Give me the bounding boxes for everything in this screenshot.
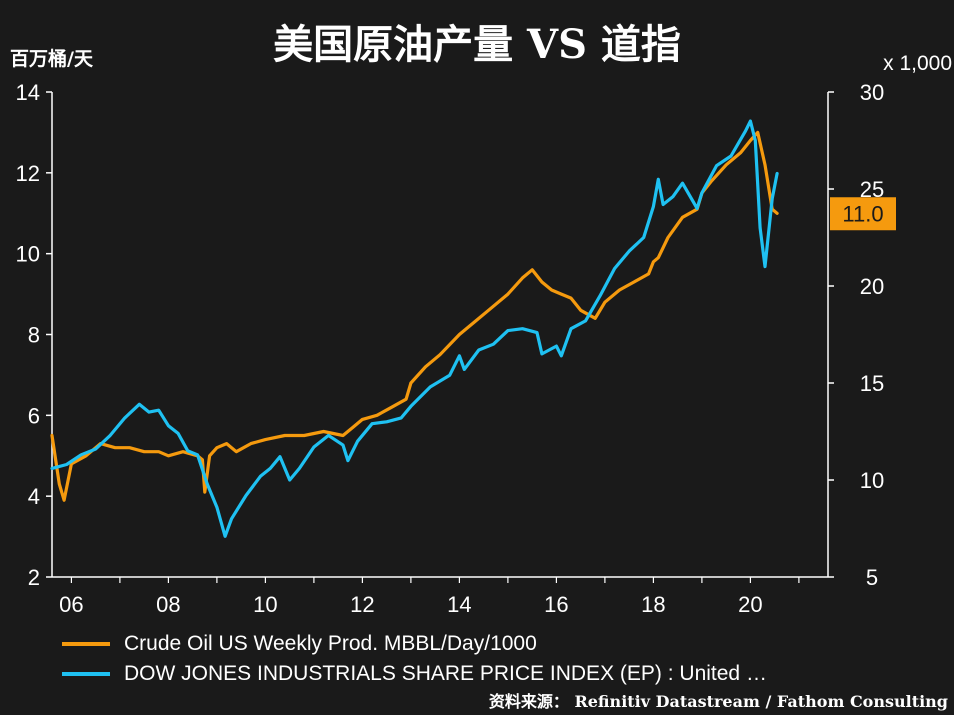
legend-swatch-dow [62,672,110,676]
series-line-oil [50,130,779,502]
chart-title: 美国原油产量 VS 道指 [273,21,681,68]
x-tick-label: 12 [350,592,374,617]
left-axis-unit: 百万桶/天 [10,48,93,70]
left-tick-label: 14 [16,80,40,105]
left-tick-label: 10 [16,242,40,267]
left-tick-label: 6 [28,403,40,428]
legend-label-dow: DOW JONES INDUSTRIALS SHARE PRICE INDEX … [124,662,767,685]
latest-value-label: 11.0 [842,201,883,226]
right-tick-label: 30 [860,80,884,105]
right-tick-label: 5 [866,565,878,590]
right-tick-label: 15 [860,371,884,396]
x-tick-label: 14 [447,592,471,617]
right-axis-unit: x 1,000 [883,52,952,75]
right-tick-label: 10 [860,468,884,493]
series-line-dow [50,119,779,538]
left-tick-label: 2 [28,565,40,590]
left-tick-label: 4 [28,484,40,509]
latest-value-badge [830,197,896,231]
legend-label-oil: Crude Oil US Weekly Prod. MBBL/Day/1000 [124,632,537,655]
right-tick-label: 20 [860,274,884,299]
x-tick-label: 20 [738,592,762,617]
source-note: 资料来源： Refinitiv Datastream / Fathom Cons… [488,692,948,711]
x-tick-label: 16 [544,592,568,617]
left-tick-label: 12 [16,161,40,186]
legend-swatch-oil [62,642,110,646]
x-tick-label: 18 [641,592,665,617]
x-tick-label: 06 [59,592,83,617]
x-tick-label: 08 [156,592,180,617]
left-tick-label: 8 [28,323,40,348]
x-tick-label: 10 [253,592,277,617]
